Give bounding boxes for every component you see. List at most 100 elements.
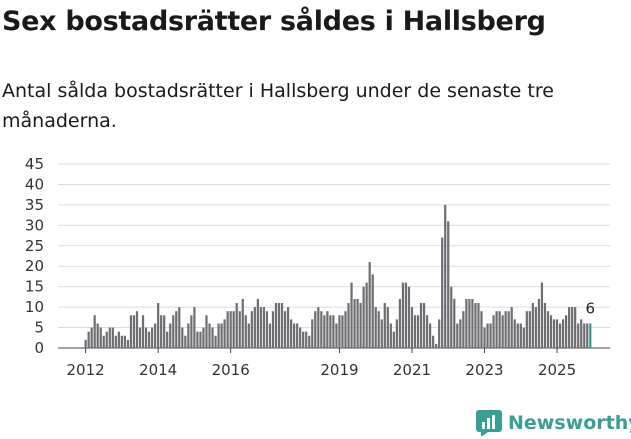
bar	[99, 327, 102, 348]
bar	[290, 319, 293, 348]
bar	[253, 307, 256, 348]
bar	[181, 327, 184, 348]
bar	[232, 311, 235, 348]
bar	[401, 282, 405, 348]
bar	[154, 323, 157, 348]
y-tick-label: 0	[34, 339, 44, 357]
bar	[105, 331, 108, 348]
bar	[501, 315, 504, 348]
bar	[552, 319, 556, 348]
x-tick-label: 2012	[67, 361, 105, 379]
y-tick-label: 25	[25, 237, 44, 255]
x-axis-ticks: 2012 2014 2016 2019 2021 2023 2025	[67, 348, 576, 379]
bar	[96, 323, 99, 348]
bar	[341, 315, 344, 348]
bar	[244, 315, 247, 348]
bar	[444, 204, 447, 348]
bar	[510, 307, 513, 348]
bar	[441, 237, 444, 348]
bar	[558, 323, 562, 348]
x-tick-label: 2016	[212, 361, 250, 379]
bar	[299, 327, 302, 348]
bar	[525, 311, 528, 348]
bar	[205, 315, 208, 348]
x-tick-label: 2019	[320, 361, 358, 379]
bar	[320, 311, 323, 348]
bar	[93, 315, 96, 348]
bar	[359, 303, 362, 348]
bar	[383, 303, 386, 348]
bar	[247, 323, 250, 348]
bar	[416, 315, 420, 348]
bar	[474, 303, 477, 348]
bar	[323, 315, 326, 348]
bar	[483, 327, 486, 348]
bar	[537, 298, 541, 348]
bar	[135, 311, 139, 348]
newsworthy-icon	[476, 410, 502, 436]
bar	[193, 307, 196, 348]
bar	[522, 327, 525, 348]
bar	[302, 331, 305, 348]
bar	[425, 315, 429, 348]
x-tick-label: 2025	[538, 361, 576, 379]
bar	[404, 282, 408, 348]
bar	[504, 311, 507, 348]
x-tick-label: 2023	[465, 361, 503, 379]
bar	[144, 327, 148, 348]
bar	[456, 323, 459, 348]
bar	[102, 335, 105, 348]
bar	[574, 307, 577, 348]
bar	[350, 282, 353, 348]
bar	[555, 319, 559, 348]
bar	[283, 311, 287, 348]
bar	[202, 327, 205, 348]
y-tick-label: 10	[25, 298, 44, 316]
bar	[314, 311, 317, 348]
bar	[422, 303, 426, 348]
bar	[138, 327, 142, 348]
bar	[395, 319, 398, 348]
bar	[571, 307, 574, 348]
bar	[534, 307, 537, 348]
bar	[329, 315, 332, 348]
bar-latest	[589, 323, 592, 348]
bar	[111, 327, 114, 348]
bar	[546, 311, 550, 348]
bar	[208, 323, 211, 348]
bar	[528, 311, 531, 348]
bar	[486, 323, 489, 348]
bar	[117, 331, 120, 348]
chart-title: Sex bostadsrätter såldes i Hallsberg	[2, 6, 546, 37]
bar	[583, 323, 586, 348]
bar	[90, 327, 93, 348]
bar	[241, 298, 244, 348]
y-tick-label: 40	[25, 175, 44, 193]
bar	[519, 323, 522, 348]
bar	[465, 298, 468, 348]
bar	[129, 315, 133, 348]
bar	[480, 311, 483, 348]
bar	[492, 315, 495, 348]
bar	[274, 303, 278, 348]
y-axis-ticks: 0 5 10 15 20 25 30 35 40 45	[25, 155, 44, 357]
bar	[380, 319, 383, 348]
bar	[238, 311, 241, 348]
bar	[543, 303, 547, 348]
latest-value-label: 6	[586, 299, 596, 317]
bar	[432, 335, 435, 348]
bar	[371, 274, 374, 348]
bar	[308, 335, 311, 348]
bar	[392, 331, 395, 348]
bar	[450, 286, 453, 348]
bar	[123, 335, 127, 348]
bar	[184, 335, 187, 348]
bar	[235, 303, 238, 348]
bar	[84, 339, 87, 348]
bar	[114, 335, 117, 348]
y-tick-label: 15	[25, 278, 44, 296]
bar	[262, 307, 266, 348]
x-tick-label: 2021	[393, 361, 431, 379]
bar	[226, 311, 229, 348]
bar	[280, 303, 284, 348]
